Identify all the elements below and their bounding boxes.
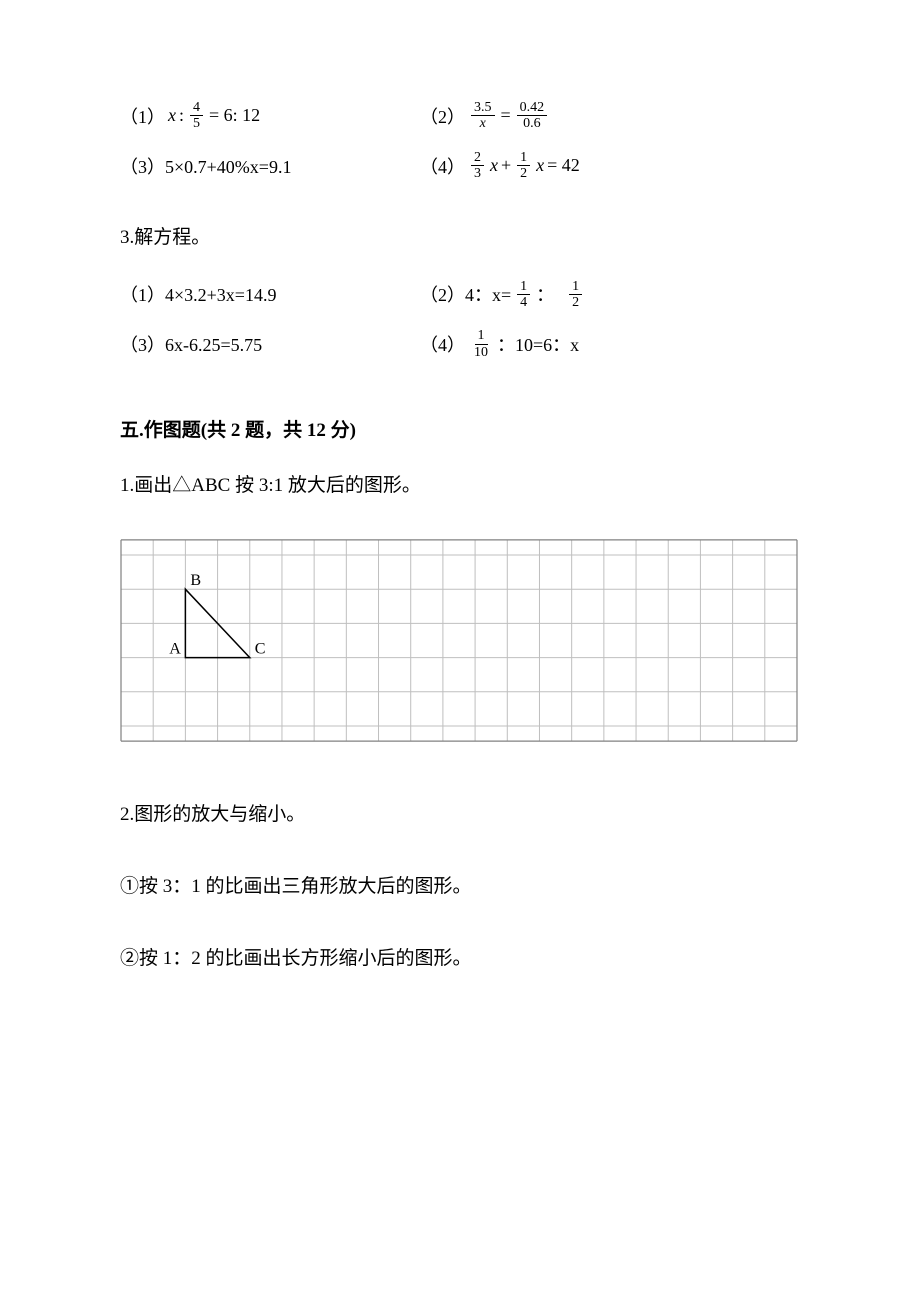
fraction: 1 10 [471,328,491,360]
eq-row-3: （1）4×3.2+3x=14.9 （2）4：x= 1 4 ： 1 2 [120,279,800,311]
equations-block-1: （1） x: 4 5 = 6: 12 （2） 3.5 x = 0.42 0.6 … [120,100,800,182]
eq-row-2: （3）5×0.7+40%x=9.1 （4） 2 3 x+ 1 2 x= 42 [120,150,800,182]
eq-1-3: （3）5×0.7+40%x=9.1 [120,153,420,179]
eq-2-3: （3）6x-6.25=5.75 [120,331,420,357]
q5-1-text: 1.画出△ABC 按 3:1 放大后的图形。 [120,470,800,497]
eq-1-1-prefix: （1） [120,103,165,129]
eq-1-4-prefix: （4） [420,153,465,179]
eq-2-1: （1）4×3.2+3x=14.9 [120,281,420,307]
eq-2-2: （2）4：x= 1 4 ： 1 2 [420,279,585,311]
eq-1-2-prefix: （2） [420,103,465,129]
section-5-heading: 五.作图题(共 2 题，共 12 分) [120,415,800,442]
grid-svg: A B C [120,527,798,754]
q3-heading: 3.解方程。 [120,222,800,249]
eq-1-4: （4） 2 3 x+ 1 2 x= 42 [420,150,580,182]
q5-2-sub1: ①按 3：1 的比画出三角形放大后的图形。 [120,871,800,898]
fraction: 4 5 [190,100,203,132]
eq-row-1: （1） x: 4 5 = 6: 12 （2） 3.5 x = 0.42 0.6 [120,100,800,132]
equations-block-2: （1）4×3.2+3x=14.9 （2）4：x= 1 4 ： 1 2 （3）6x… [120,279,800,361]
q5-2-sub2: ②按 1：2 的比画出长方形缩小后的图形。 [120,943,800,970]
svg-text:C: C [255,641,266,658]
triangle-grid: A B C [120,527,800,754]
svg-text:A: A [169,641,181,658]
fraction: 3.5 x [471,100,495,132]
eq-2-4: （4） 1 10 ：10=6：x [420,328,579,360]
fraction: 1 4 [517,279,530,311]
svg-text:B: B [190,572,201,589]
fraction: 2 3 [471,150,484,182]
fraction: 0.42 0.6 [517,100,548,132]
eq-2-4-prefix: （4） [420,331,465,357]
eq-1-2: （2） 3.5 x = 0.42 0.6 [420,100,550,132]
q5-2-text: 2.图形的放大与缩小。 [120,799,800,826]
eq-row-4: （3）6x-6.25=5.75 （4） 1 10 ：10=6：x [120,328,800,360]
fraction: 1 2 [517,150,530,182]
fraction: 1 2 [569,279,582,311]
eq-2-2-prefix: （2）4：x= [420,281,511,307]
eq-1-1: （1） x: 4 5 = 6: 12 [120,100,420,132]
